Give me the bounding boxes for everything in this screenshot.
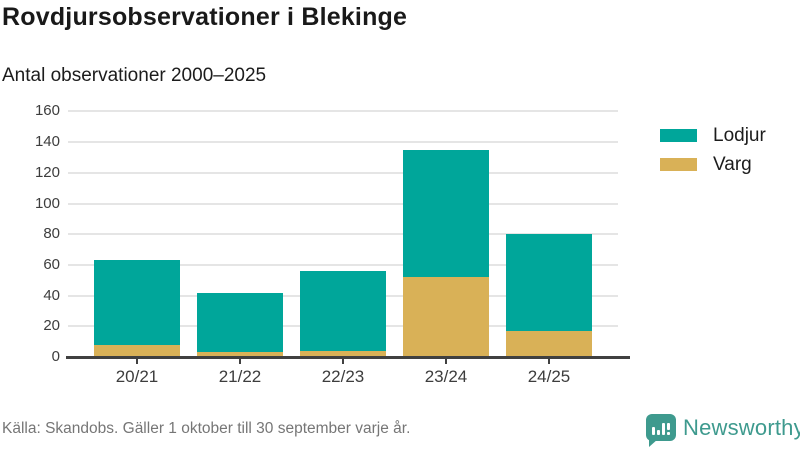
legend-label-lodjur: Lodjur bbox=[713, 124, 766, 146]
y-axis-label-0: 0 bbox=[51, 348, 60, 365]
y-axis-label-120: 120 bbox=[34, 163, 60, 181]
bar-chart-speech-bubble-icon bbox=[646, 414, 676, 447]
logo-bar bbox=[657, 430, 660, 435]
y-axis-label-140: 140 bbox=[34, 133, 60, 151]
gridline-y80 bbox=[68, 233, 618, 236]
x-axis-line bbox=[66, 356, 630, 359]
bar-segment-varg-21-22 bbox=[197, 352, 283, 357]
x-tick-21-22 bbox=[239, 359, 241, 364]
newsworthy-logo: Newsworthy bbox=[646, 414, 800, 447]
bar-segment-varg-20-21 bbox=[94, 344, 180, 357]
bar-segment-varg-23-24 bbox=[403, 277, 489, 357]
bar-segment-varg-22-23 bbox=[300, 350, 386, 357]
gridline-y60 bbox=[68, 263, 618, 266]
bar-segment-lodjur-22-23 bbox=[300, 271, 386, 351]
y-axis-label-100: 100 bbox=[34, 194, 60, 212]
x-axis-label-23-24: 23/24 bbox=[424, 367, 468, 386]
logo-exclamation bbox=[667, 423, 670, 430]
x-axis-label-21-22: 21/22 bbox=[218, 367, 262, 386]
source-note: Källa: Skandobs. Gäller 1 oktober till 3… bbox=[2, 420, 411, 437]
legend-swatch-varg bbox=[660, 158, 697, 171]
x-axis-label-20-21: 20/21 bbox=[115, 367, 159, 386]
legend-swatch-lodjur bbox=[660, 129, 697, 142]
y-axis-label-40: 40 bbox=[43, 286, 60, 304]
y-axis-label-160: 160 bbox=[34, 102, 60, 120]
legend: Lodjur Varg bbox=[660, 125, 766, 187]
gridline-y160 bbox=[68, 110, 618, 113]
legend-label-varg: Varg bbox=[713, 153, 752, 175]
logo-exclamation-dot bbox=[667, 432, 670, 435]
gridline-y120 bbox=[68, 171, 618, 174]
y-axis-label-80: 80 bbox=[43, 225, 60, 243]
speech-bubble-tail bbox=[649, 439, 658, 447]
y-axis-label-60: 60 bbox=[43, 255, 60, 273]
x-tick-20-21 bbox=[136, 359, 138, 364]
logo-wordmark: Newsworthy bbox=[683, 414, 800, 440]
bar-segment-lodjur-21-22 bbox=[197, 292, 283, 353]
page-title: Rovdjursobservationer i Blekinge bbox=[2, 3, 408, 31]
legend-item-lodjur: Lodjur bbox=[660, 125, 766, 146]
x-tick-24-25 bbox=[548, 359, 550, 364]
x-axis-label-22-23: 22/23 bbox=[321, 367, 365, 386]
chart-subtitle: Antal observationer 2000–2025 bbox=[2, 65, 267, 86]
legend-item-varg: Varg bbox=[660, 154, 766, 175]
y-axis-label-20: 20 bbox=[43, 317, 60, 335]
bar-segment-varg-24-25 bbox=[506, 330, 592, 357]
logo-bar bbox=[652, 427, 655, 435]
bar-segment-lodjur-23-24 bbox=[403, 149, 489, 278]
logo-bar bbox=[662, 423, 665, 435]
bar-segment-lodjur-20-21 bbox=[94, 260, 180, 345]
x-axis-label-24-25: 24/25 bbox=[527, 367, 571, 386]
x-tick-22-23 bbox=[342, 359, 344, 364]
gridline-y140 bbox=[68, 141, 618, 144]
gridline-y100 bbox=[68, 202, 618, 205]
bar-segment-lodjur-24-25 bbox=[506, 234, 592, 331]
x-tick-23-24 bbox=[445, 359, 447, 364]
